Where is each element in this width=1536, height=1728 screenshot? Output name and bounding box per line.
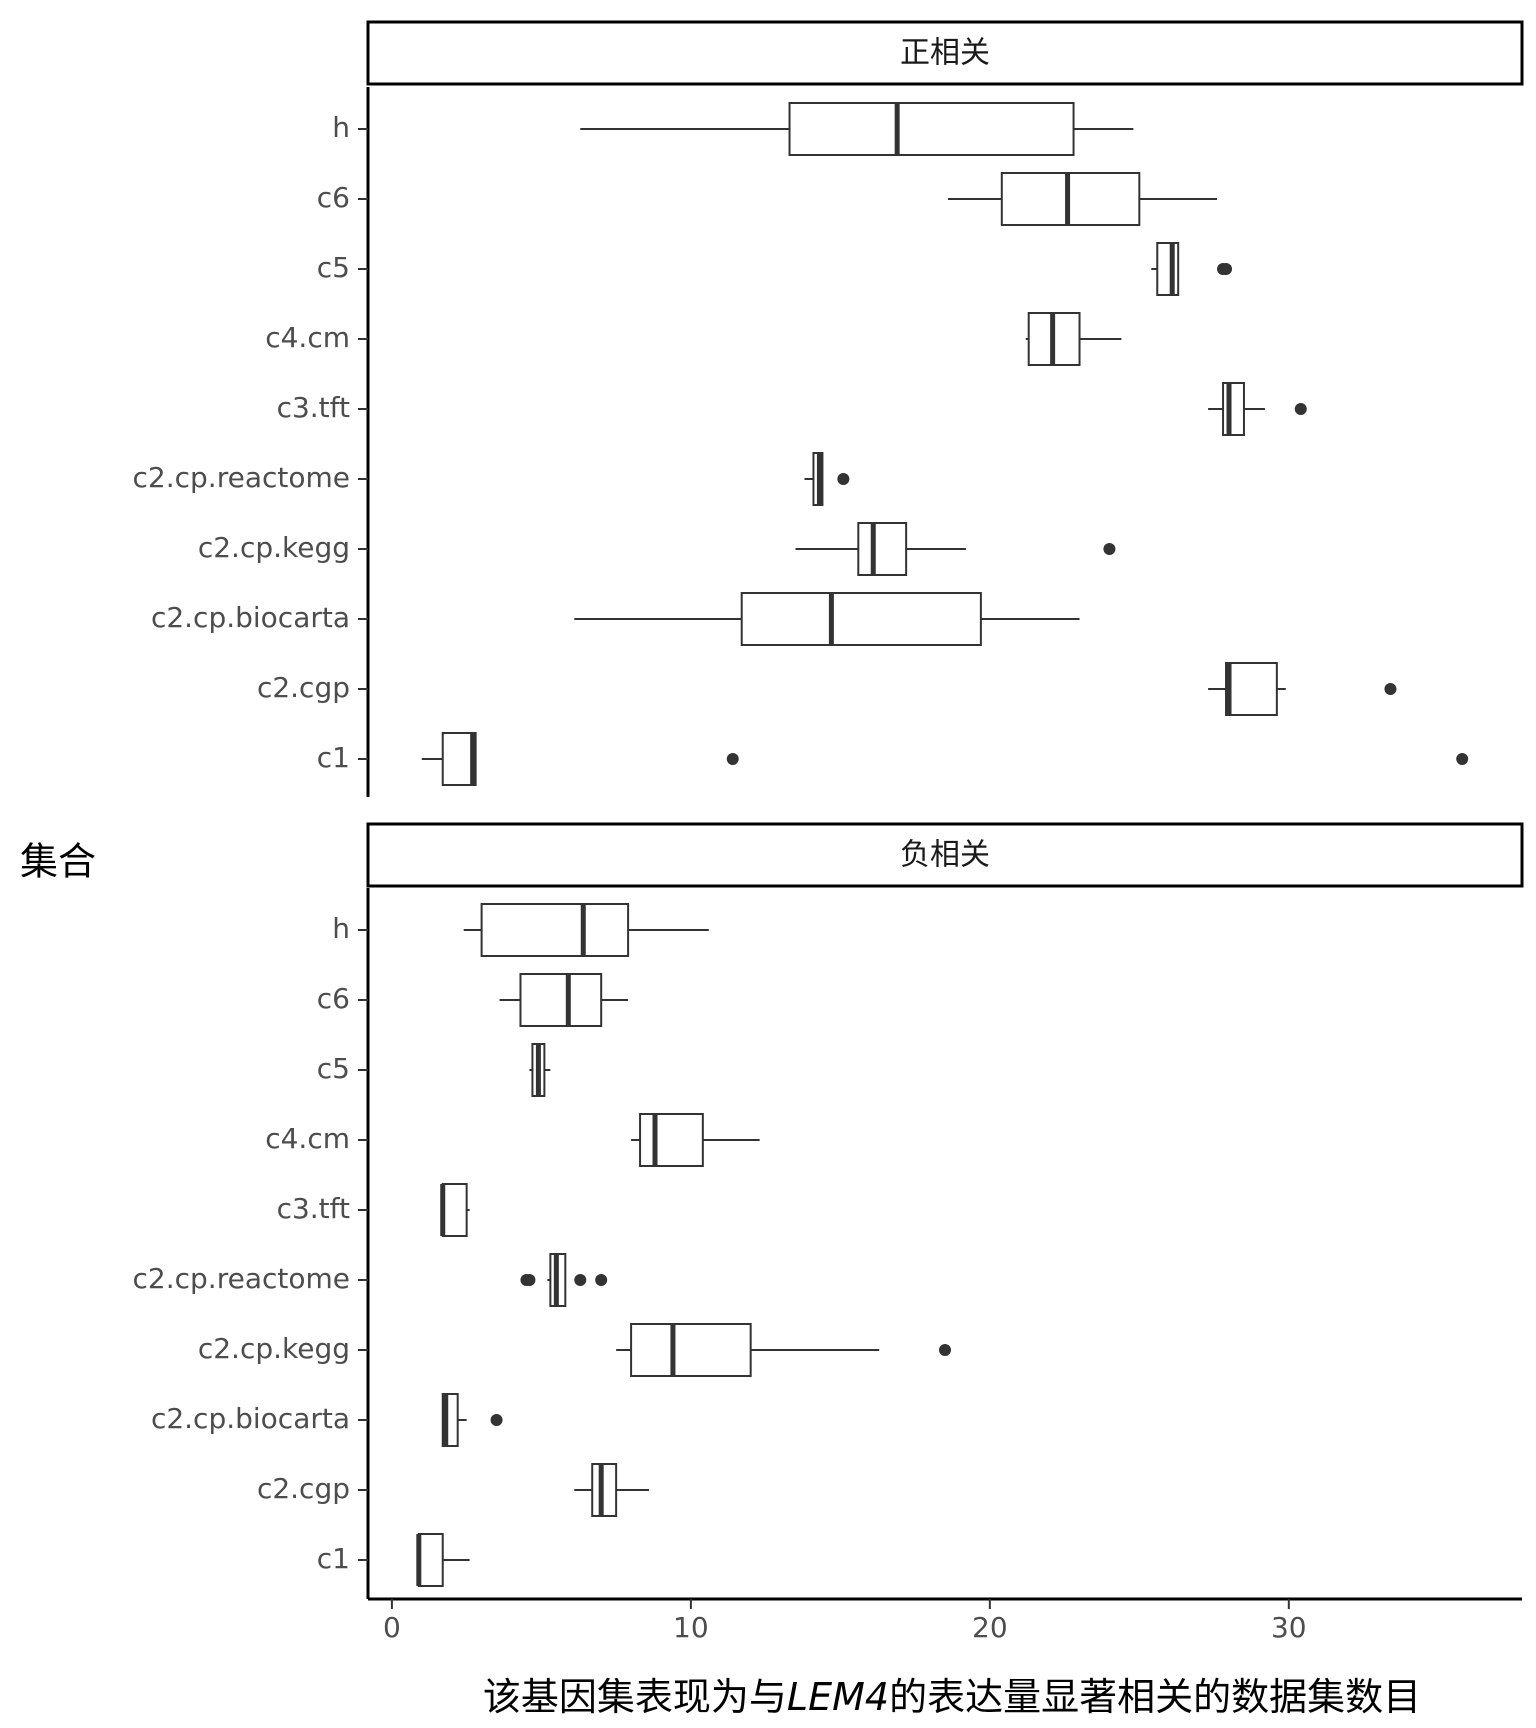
y-tick-label: c3.tft [277, 391, 350, 424]
y-tick-label: c5 [317, 251, 350, 284]
y-tick-label: c2.cp.biocarta [151, 1402, 350, 1435]
box-c2.cgp [574, 1463, 650, 1517]
box-c5 [529, 1043, 551, 1097]
box-c2.cp.kegg [616, 1323, 951, 1377]
box-iqr [1156, 242, 1180, 296]
facet-panels: 正相关 h c6 c5 c4.cm c3.tft c2.cp.reactome c2.cp.k… [133, 20, 1524, 1599]
facet-strip [366, 822, 1524, 888]
box-iqr [857, 522, 908, 576]
outlier-point [490, 1414, 503, 1426]
box-c6 [947, 172, 1218, 226]
box-c2.cp.reactome [520, 1253, 608, 1307]
facet-panel: 正相关 h c6 c5 c4.cm c3.tft c2.cp.reactome c2.cp.k… [133, 20, 1524, 797]
box-c1 [421, 732, 1469, 786]
box-iqr [1000, 172, 1141, 226]
box-c5 [1151, 242, 1233, 296]
box-c2.cp.biocarta [574, 592, 1080, 646]
box-iqr [740, 592, 982, 646]
outlier-point [1294, 403, 1307, 415]
x-axis-title-gene: LEM4 [787, 1675, 889, 1719]
outlier-point [1103, 543, 1116, 555]
y-tick-label: c1 [317, 741, 350, 774]
outlier-point [1456, 753, 1469, 765]
y-tick-label: h [332, 111, 350, 144]
y-tick-label: h [332, 912, 350, 945]
y-tick-label: c4.cm [265, 321, 350, 354]
outlier-point [939, 1344, 951, 1356]
box-iqr [591, 1463, 618, 1517]
y-tick-label: c4.cm [265, 1122, 350, 1155]
y-tick-label: c1 [317, 1542, 350, 1575]
box-c4.cm [631, 1113, 760, 1167]
box-h [463, 903, 709, 957]
box-c1 [416, 1533, 470, 1587]
box-c3.tft [1208, 382, 1307, 436]
y-axis-title: 集合 [20, 840, 96, 884]
box-iqr [1222, 382, 1245, 436]
y-tick-label: c2.cp.reactome [133, 1262, 350, 1295]
y-tick-label: c6 [317, 181, 350, 214]
outlier-point [1220, 263, 1233, 275]
box-iqr [639, 1113, 704, 1167]
x-tick-label: 20 [972, 1611, 1008, 1644]
x-axis-title-prefix: 该基因集表现为与 [483, 1675, 787, 1719]
box-c3.tft [440, 1183, 470, 1237]
y-tick-label: c2.cp.reactome [133, 461, 350, 494]
facet-panel: 负相关 h c6 c5 c4.cm c3.tft c2.cp.reactome c2.cp.k… [133, 822, 1524, 1599]
x-tick-label: 0 [383, 1611, 401, 1644]
box-iqr [417, 1533, 444, 1587]
y-tick-label: c2.cp.kegg [198, 531, 350, 564]
y-tick-label: c6 [317, 982, 350, 1015]
box-c2.cp.kegg [795, 522, 1116, 576]
box-h [580, 102, 1134, 156]
box-c6 [499, 973, 629, 1027]
y-tick-label: c2.cp.biocarta [151, 601, 350, 634]
facet-strip [366, 20, 1524, 86]
outlier-point [726, 753, 739, 765]
box-iqr [441, 1183, 468, 1237]
x-axis-title-suffix: 的表达量显著相关的数据集数目 [889, 1675, 1421, 1719]
y-tick-label: c5 [317, 1052, 350, 1085]
facet-strip-label: 负相关 [900, 838, 990, 873]
x-tick-label: 10 [673, 1611, 709, 1644]
y-tick-label: c2.cp.kegg [198, 1332, 350, 1365]
box-c2.cgp [1208, 662, 1397, 716]
x-tick-label: 30 [1271, 1611, 1307, 1644]
y-tick-label: c2.cgp [257, 671, 350, 704]
facet-strip-label: 正相关 [900, 36, 990, 71]
box-iqr [788, 102, 1075, 156]
y-tick-label: c2.cgp [257, 1472, 350, 1505]
outlier-point [574, 1274, 587, 1286]
x-axis-title: 该基因集表现为与LEM4的表达量显著相关的数据集数目 [483, 1675, 1421, 1719]
outlier-point [595, 1274, 608, 1286]
outlier-point [523, 1274, 536, 1286]
box-iqr [480, 903, 630, 957]
box-c4.cm [1025, 312, 1122, 366]
box-c2.cp.reactome [804, 452, 850, 506]
box-iqr [1225, 662, 1278, 716]
y-tick-label: c3.tft [277, 1192, 350, 1225]
outlier-point [1384, 683, 1397, 695]
outlier-point [837, 473, 850, 485]
x-axis: 0 10 20 30 [368, 1597, 1522, 1644]
box-iqr [630, 1323, 752, 1377]
box-c2.cp.biocarta [441, 1393, 503, 1447]
box-iqr [519, 973, 603, 1027]
